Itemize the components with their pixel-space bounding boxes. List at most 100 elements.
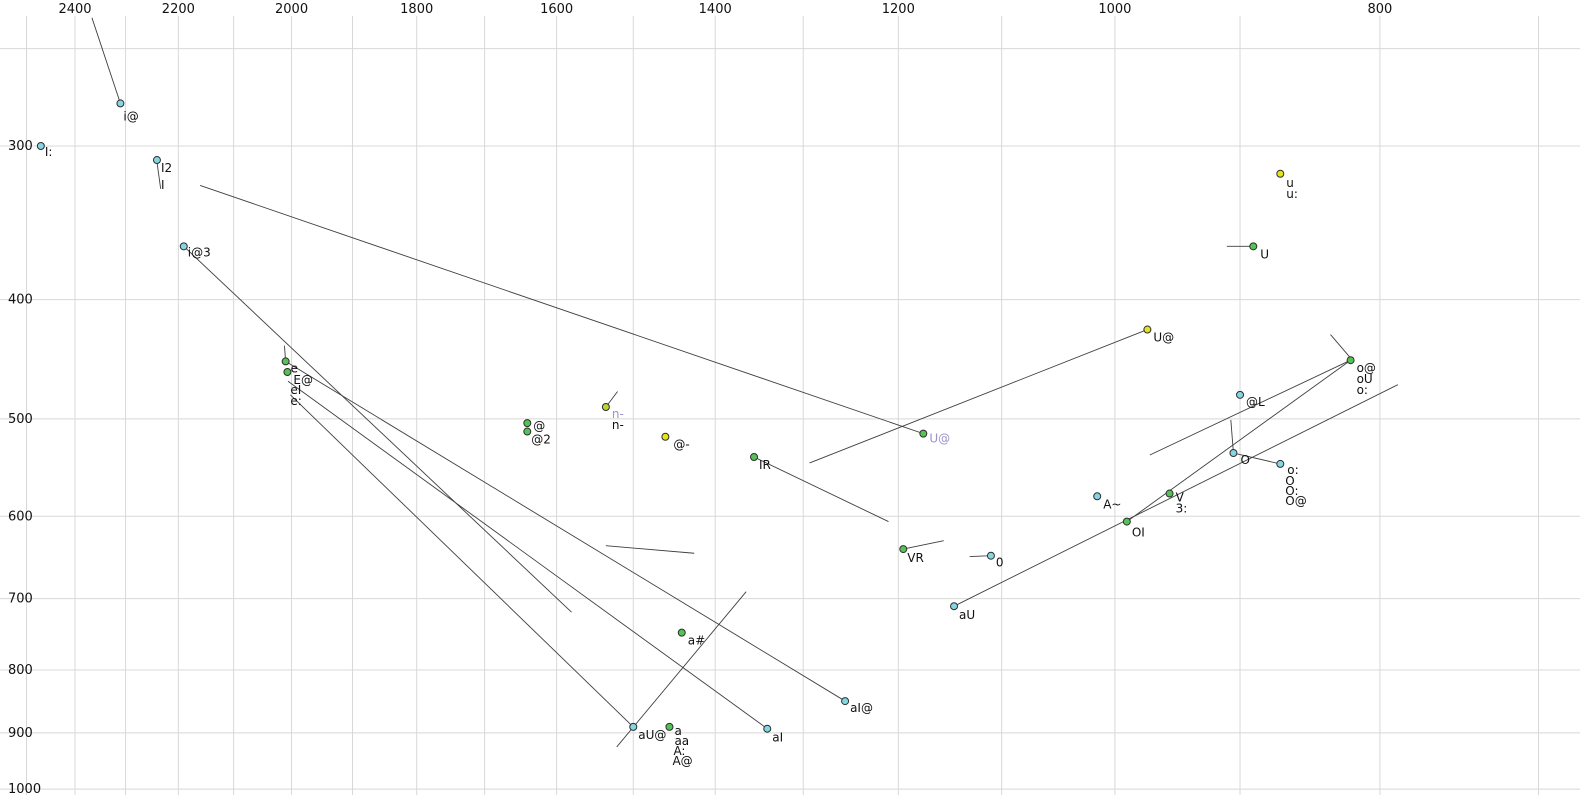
vowel-point-I2 xyxy=(152,156,161,165)
vowel-point-O1 xyxy=(1229,449,1238,458)
vowel-label-aU: aU xyxy=(959,608,975,622)
vowel-label-I2: I xyxy=(161,178,165,192)
vowel-point-E-at xyxy=(283,368,292,377)
x-tick-label: 1200 xyxy=(882,2,915,17)
vowel-label-U-at-2: U@ xyxy=(929,432,950,446)
vowel-label-o-long: O xyxy=(1285,474,1294,488)
vowel-point-at- xyxy=(661,432,670,441)
vowel-label-o-at: o@ xyxy=(1357,361,1376,375)
vowel-label-a: a xyxy=(674,724,681,738)
vowel-point-a-hash xyxy=(677,628,686,637)
vowel-label-aI-at: aI@ xyxy=(850,701,873,715)
vowel-label-o-long: O@ xyxy=(1285,494,1306,508)
y-tick-label: 900 xyxy=(8,726,33,741)
vowel-label-u: u: xyxy=(1286,187,1298,201)
vowel-label-at-L: @L xyxy=(1246,395,1265,409)
trajectory-line xyxy=(287,380,768,730)
vowel-point-aI-at xyxy=(841,697,850,706)
y-tick-label: 300 xyxy=(8,139,33,154)
vowel-label-A-nas: A~ xyxy=(1103,497,1121,511)
trajectory-line xyxy=(1233,452,1281,465)
vowel-point-a xyxy=(665,722,674,731)
y-tick-label: 500 xyxy=(8,412,33,427)
y-tick-label: 800 xyxy=(8,663,33,678)
trajectory-line xyxy=(1149,359,1351,456)
vowel-label-I2: I2 xyxy=(161,161,172,175)
x-tick-label: 2200 xyxy=(162,2,195,17)
trajectory-line xyxy=(616,591,747,748)
vowel-label-n-: n- xyxy=(612,407,624,421)
trajectory-line xyxy=(91,17,121,104)
vowel-label-U: U xyxy=(1260,247,1269,261)
trajectory-line xyxy=(156,161,162,189)
trajectory-line xyxy=(200,185,924,435)
trajectory-line xyxy=(1230,419,1234,454)
trajectory-line xyxy=(1126,359,1351,522)
vowel-point-i-at3 xyxy=(179,242,188,251)
vowel-point-U-at xyxy=(1143,325,1152,334)
y-tick-label: 600 xyxy=(8,509,33,524)
vowel-label-n-: n- xyxy=(612,418,624,432)
vowel-point-aU-at xyxy=(629,722,638,731)
vowel-label-i-at3: i@3 xyxy=(188,245,211,259)
vowel-label-i-at: i@ xyxy=(123,109,138,123)
vowel-point-aU xyxy=(950,602,959,611)
x-tick-label: 1400 xyxy=(699,2,732,17)
vowel-point-e xyxy=(281,357,290,366)
vowel-label-V-3: V xyxy=(1176,491,1185,505)
vowel-label-o-at: oU xyxy=(1357,372,1373,386)
vowel-label-aU-at: aU@ xyxy=(638,728,666,742)
trajectory-line xyxy=(809,329,1148,464)
vowel-point-at-L xyxy=(1236,390,1245,399)
x-tick-label: 1800 xyxy=(400,2,433,17)
vowel-label-a: aa xyxy=(674,734,689,748)
vowel-label-E-at: e: xyxy=(290,394,301,408)
vowel-label-o-long: o: xyxy=(1287,463,1298,477)
vowel-label-IR: IR xyxy=(759,458,771,472)
vowel-label-zero: 0 xyxy=(996,556,1004,570)
vowel-label-o-at: o: xyxy=(1357,383,1368,397)
vowel-label-a-hash: a# xyxy=(688,634,705,648)
vowel-label-V-3: 3: xyxy=(1176,502,1188,516)
x-tick-label: 1600 xyxy=(540,2,573,17)
vowel-label-E-at: E@ xyxy=(293,373,313,387)
vowel-point-at xyxy=(523,419,532,428)
trajectory-line xyxy=(903,540,944,550)
trajectory-line xyxy=(290,394,634,728)
vowel-point-zero xyxy=(986,551,995,560)
vowel-label-a: A: xyxy=(673,744,685,758)
vowel-label-at2: @2 xyxy=(531,433,551,447)
vowel-label-VR: VR xyxy=(907,551,924,565)
trajectory-line xyxy=(953,384,1399,607)
vowel-label-OI: OI xyxy=(1132,526,1145,540)
vowel-point-V-3 xyxy=(1165,489,1174,498)
trajectory-line xyxy=(285,361,846,702)
trajectory-line xyxy=(753,456,889,522)
trajectory-line xyxy=(183,246,572,613)
y-tick-label: 700 xyxy=(8,592,33,607)
vowel-point-u xyxy=(1276,169,1285,178)
x-tick-label: 800 xyxy=(1368,2,1393,17)
vowel-point-A-nas xyxy=(1093,492,1102,501)
vowel-label-at-: @- xyxy=(673,438,689,452)
x-tick-label: 2400 xyxy=(58,2,91,17)
vowel-point-o-at xyxy=(1346,356,1355,365)
vowel-point-n- xyxy=(601,402,610,411)
vowel-label-a: A@ xyxy=(672,754,692,768)
vowel-label-U-at: U@ xyxy=(1153,331,1174,345)
vowel-point-aI xyxy=(763,724,772,733)
y-tick-label: 1000 xyxy=(8,782,41,797)
vowel-point-I-long xyxy=(36,142,45,150)
vowel-label-aI: aI xyxy=(772,731,783,745)
vowel-point-IR xyxy=(750,453,759,462)
y-tick-label: 400 xyxy=(8,293,33,308)
vowel-point-U xyxy=(1249,242,1258,251)
vowel-point-at2 xyxy=(523,427,532,436)
vowel-label-at: @ xyxy=(533,419,545,433)
vowel-label-o-long: O: xyxy=(1285,484,1298,498)
vowel-label-E-at: eI xyxy=(290,383,301,397)
trajectory-line xyxy=(605,545,695,554)
vowel-point-OI xyxy=(1122,517,1131,526)
